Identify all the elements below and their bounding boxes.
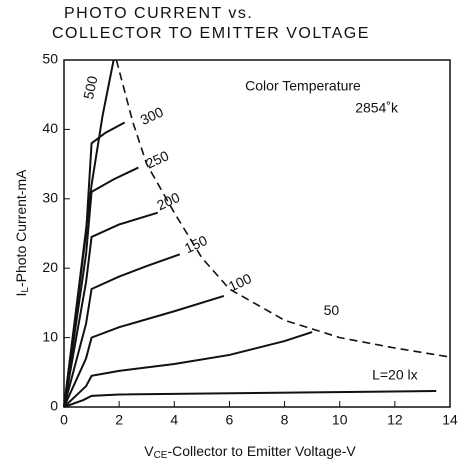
x-tick-label: 4 [170, 412, 178, 428]
annotation: Color Temperature [245, 78, 361, 94]
y-tick-label: 0 [50, 398, 58, 414]
line-series [63, 166, 139, 408]
line-series [63, 253, 181, 408]
line-series [63, 331, 313, 408]
x-tick-label: 14 [442, 412, 458, 428]
y-tick-label: 40 [42, 120, 58, 136]
y-axis-label: IL-Photo Current-mA [13, 169, 31, 297]
x-tick-label: 0 [60, 412, 68, 428]
plot-frame [63, 59, 451, 408]
series-label: 50 [324, 302, 340, 318]
series-label: 100 [226, 270, 254, 294]
series-label: 200 [154, 189, 182, 213]
series-label: 300 [138, 103, 166, 127]
series-label: 500 [80, 74, 101, 100]
series-label: L=20 lx [372, 366, 418, 382]
chart-title: COLLECTOR TO EMITTER VOLTAGE [52, 25, 370, 42]
series-label: 150 [182, 232, 210, 256]
chart-title: PHOTO CURRENT vs. [64, 5, 253, 22]
x-tick-label: 2 [115, 412, 123, 428]
y-tick-label: 20 [42, 259, 58, 275]
line-series [63, 211, 159, 408]
x-tick-label: 10 [332, 412, 348, 428]
y-tick-label: 30 [42, 190, 58, 206]
line-series [63, 390, 437, 408]
y-tick-label: 10 [42, 328, 58, 344]
x-tick-label: 12 [387, 412, 403, 428]
line-series [63, 295, 225, 408]
x-tick-label: 6 [226, 412, 234, 428]
annotation: 2854˚k [355, 100, 399, 116]
y-tick-label: 50 [42, 51, 58, 67]
series-label: 250 [143, 147, 171, 171]
line-series [63, 121, 126, 408]
x-tick-label: 8 [281, 412, 289, 428]
limit-curve [115, 59, 451, 358]
x-axis-label: VCE-Collector to Emitter Voltage-V [144, 443, 356, 461]
